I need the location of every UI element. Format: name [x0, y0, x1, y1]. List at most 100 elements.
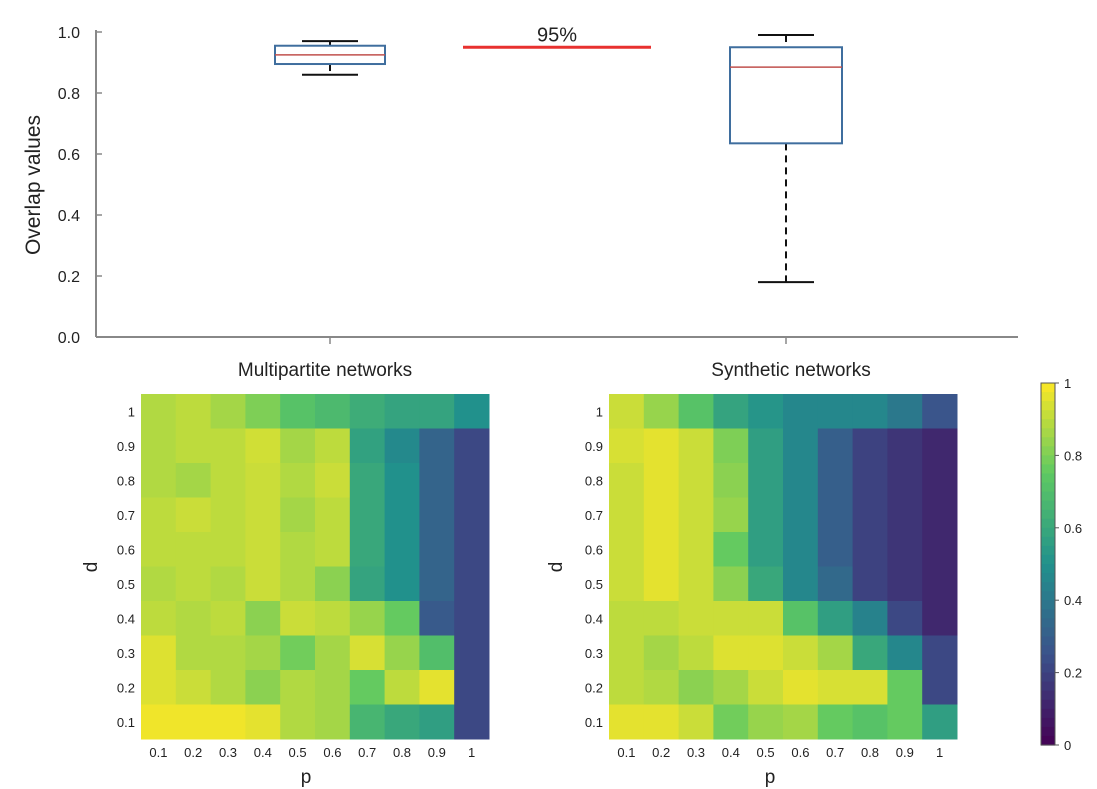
heatmap-cell — [643, 463, 680, 498]
heatmap-cell — [748, 394, 784, 429]
heatmap-cell — [783, 601, 819, 636]
colorbar-step — [1041, 410, 1055, 420]
heatmap-cell — [384, 463, 420, 498]
y-tick-label: 1.0 — [58, 25, 80, 42]
heatmap-cell — [349, 670, 386, 705]
heatmap-cell — [141, 428, 177, 464]
colorbar-step — [1041, 473, 1055, 484]
heatmap-cell — [454, 463, 490, 498]
heatmap-x-ticks: 0.1 0.2 0.3 0.4 0.5 0.6 0.7 0.8 0.9 1 — [617, 745, 943, 760]
heatmap-cell — [713, 566, 749, 602]
heatmap-cell — [141, 670, 177, 705]
box-iqr — [729, 46, 843, 145]
heatmap-cell — [141, 635, 177, 671]
boxplot-panel: Overlap values 0.0 0.2 0.4 0.6 0.8 1.0 95% — [22, 24, 1018, 347]
heatmap-cell — [419, 704, 455, 740]
colorbar-step — [1041, 573, 1055, 583]
heatmap-cell — [141, 463, 177, 498]
heatmap-cell — [678, 566, 714, 602]
heatmap-cell — [922, 670, 958, 705]
heatmap-cell — [210, 532, 246, 567]
heatmap-cell — [141, 566, 177, 602]
heatmap-cell — [280, 428, 316, 464]
colorbar-tick-label: 1 — [1064, 376, 1071, 391]
heatmap-x-tick-label: 0.4 — [254, 745, 272, 760]
heatmap-y-tick-label: 0.9 — [585, 439, 603, 454]
heatmap-cell — [210, 601, 246, 636]
colorbar-step — [1041, 735, 1055, 746]
heatmap-cell — [852, 704, 888, 740]
heatmap-cell — [922, 704, 958, 740]
heatmap-y-tick-label: 0.5 — [117, 577, 135, 592]
heatmap-y-tick-label: 0.9 — [117, 439, 135, 454]
heatmap-cell — [349, 635, 386, 671]
heatmap-cell — [783, 394, 819, 429]
colorbar-tick-label: 0 — [1064, 738, 1071, 753]
heatmap-cell — [280, 670, 316, 705]
heatmap-cell — [419, 670, 455, 705]
colorbar-step — [1041, 627, 1055, 637]
colorbar-step — [1041, 654, 1055, 665]
heatmap-x-tick-label: 0.8 — [861, 745, 879, 760]
heatmap-cell — [678, 704, 714, 740]
colorbar-step — [1041, 554, 1055, 565]
heatmap-cell — [852, 635, 888, 671]
heatmap-cell — [748, 704, 784, 740]
colorbar-tick-label: 0.4 — [1064, 593, 1082, 608]
heatmap-cell — [887, 428, 923, 464]
heatmap-cell — [609, 670, 645, 705]
heatmap-cell — [609, 566, 645, 602]
heatmap-cell — [384, 704, 420, 740]
heatmap-cells — [609, 394, 958, 740]
heatmap-cell — [245, 463, 281, 498]
heatmap-cell — [713, 428, 749, 464]
heatmap-cell — [280, 497, 316, 533]
y-tick-label: 0.2 — [58, 269, 80, 286]
heatmap-cell — [678, 463, 714, 498]
heatmap-cell — [349, 394, 386, 429]
heatmap-cell — [280, 463, 316, 498]
heatmap-x-tick-label: 0.5 — [757, 745, 775, 760]
heatmap-x-tick-label: 0.6 — [323, 745, 341, 760]
heatmap-cell — [852, 463, 888, 498]
heatmap-cell — [713, 394, 749, 429]
heatmap-cell — [175, 497, 212, 533]
heatmap-x-tick-label: 0.7 — [358, 745, 376, 760]
y-tick-label: 0.0 — [58, 330, 80, 347]
heatmap-cell — [210, 635, 246, 671]
heatmap-title: Synthetic networks — [711, 360, 870, 381]
heatmap-y-tick-label: 0.1 — [585, 715, 603, 730]
colorbar-step — [1041, 609, 1055, 619]
heatmap-cell — [609, 601, 645, 636]
x-ticks — [329, 337, 787, 344]
heatmap-cell — [783, 635, 819, 671]
heatmap-cell — [643, 635, 680, 671]
heatmap-cell — [210, 463, 246, 498]
heatmap-cell — [210, 394, 246, 429]
heatmap-cell — [887, 463, 923, 498]
heatmap-y-tick-label: 0.5 — [585, 577, 603, 592]
y-axis-label: Overlap values — [22, 115, 45, 255]
heatmap-cell — [280, 566, 316, 602]
heatmap-cell — [852, 532, 888, 567]
heatmap-cell — [783, 532, 819, 567]
heatmap-cell — [419, 635, 455, 671]
heatmap-synthetic: Synthetic networks 10.90.80.70.60.50.40.… — [546, 360, 958, 788]
heatmap-cell — [817, 670, 854, 705]
colorbar-step — [1041, 455, 1055, 466]
colorbar-step — [1041, 392, 1055, 402]
heatmap-cell — [887, 635, 923, 671]
colorbar-step — [1041, 464, 1055, 475]
heatmap-cell — [887, 566, 923, 602]
heatmap-cell — [887, 394, 923, 429]
heatmap-cell — [454, 566, 490, 602]
heatmap-cell — [315, 428, 351, 464]
colorbar-step — [1041, 491, 1055, 502]
colorbar-step — [1041, 591, 1055, 601]
heatmap-y-tick-label: 0.4 — [117, 611, 135, 626]
heatmap-x-tick-label: 0.5 — [289, 745, 307, 760]
heatmap-cell — [713, 670, 749, 705]
heatmap-cell — [419, 428, 455, 464]
heatmap-cell — [280, 532, 316, 567]
colorbar-step — [1041, 645, 1055, 656]
